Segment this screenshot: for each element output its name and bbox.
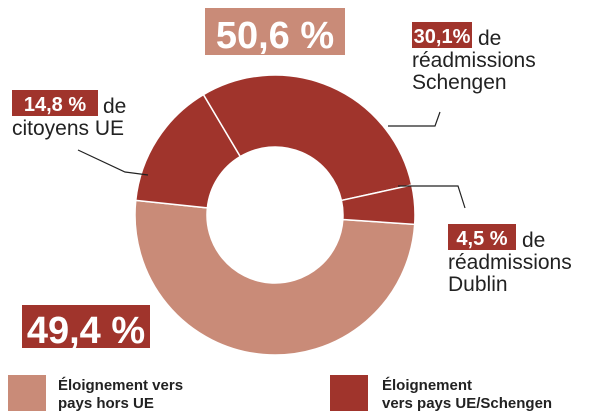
donut-segment [202,74,413,202]
value-label-box [448,224,516,250]
value-label-box [412,22,472,48]
segment-label: Dublin [448,273,508,296]
segment-label: Schengen [412,71,507,94]
donut-segment [134,199,416,356]
value-label-box [205,8,345,55]
legend-swatch [8,375,46,411]
value-label: 50,6 % [216,15,334,57]
leader-line [388,111,441,127]
legend-swatch [330,375,368,411]
value-label-box [12,90,98,116]
legend-label: pays hors UE [58,395,154,412]
donut-segment [340,184,416,226]
value-label: 14,8 % [24,94,86,116]
value-label: 30,1% [414,26,471,48]
legend-label: vers pays UE/Schengen [382,395,552,412]
legend-label: Éloignement [382,377,472,394]
value-label: 49,4 % [27,310,145,352]
value-label-box [22,305,150,348]
segment-label: de [522,229,545,252]
segment-label: réadmissions [412,49,536,72]
segment-label: citoyens UE [12,117,124,140]
segment-label: de [478,27,501,50]
segment-label: réadmissions [448,251,572,274]
leader-line [398,185,466,209]
leader-line [77,149,149,176]
value-label: 4,5 % [456,228,507,250]
legend-label: Éloignement vers [58,377,183,394]
segment-label: de [103,95,126,118]
